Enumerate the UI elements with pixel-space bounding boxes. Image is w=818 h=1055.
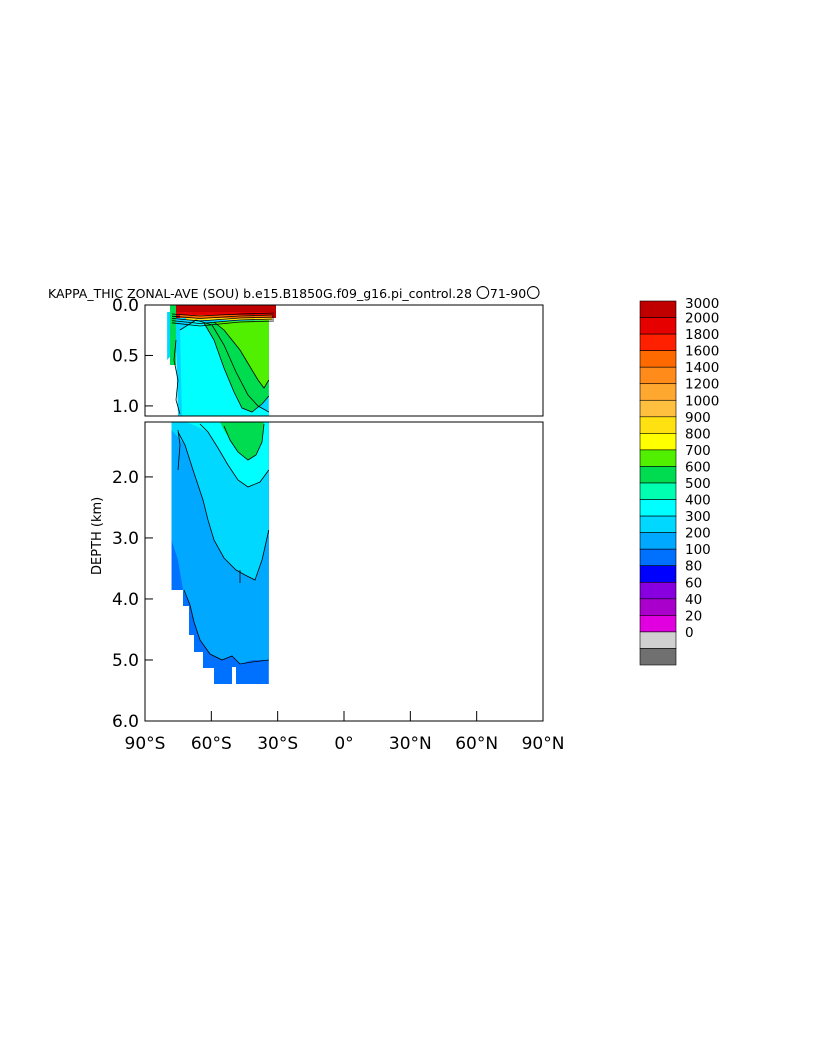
colorbar-swatch — [639, 449, 677, 467]
chart-title: KAPPA_THIC ZONAL-AVE (SOU) b.e15.B1850G.… — [48, 286, 540, 302]
contour-surface — [171, 320, 275, 327]
contour-300 — [177, 431, 270, 581]
colorbar-label: 400 — [685, 493, 711, 509]
colorbar-label: 900 — [685, 410, 711, 426]
x-tick-label: 60°S — [191, 734, 232, 754]
colorbar-label: 1800 — [685, 327, 719, 343]
colorbar-swatch — [639, 631, 677, 649]
colorbar-swatch — [639, 466, 677, 484]
colorbar-label: 500 — [685, 476, 711, 492]
contour-500-low — [223, 423, 265, 461]
colorbar-swatch — [639, 499, 677, 517]
colorbar-label: 1000 — [685, 393, 719, 409]
colorbar-label: 200 — [685, 526, 711, 542]
colorbar-label: 40 — [685, 592, 702, 608]
contour-lines — [171, 312, 275, 665]
y-tick-label: 0.0 — [112, 296, 139, 316]
colorbar-swatch — [639, 433, 677, 451]
x-tick-label: 60°N — [455, 734, 498, 754]
colorbar-swatch — [639, 581, 677, 600]
y-tick-label: 1.0 — [112, 397, 139, 417]
colorbar-label: 700 — [685, 443, 711, 459]
colorbar-label: 600 — [685, 459, 711, 475]
contour-600 — [203, 322, 270, 413]
colorbar-swatch — [639, 350, 677, 368]
colorbar-swatch — [639, 399, 677, 418]
colorbar-label: 1400 — [685, 360, 719, 376]
axis-ticks: 90°S 60°S 30°S 0° 30°N 60°N 90°N 0.0 0.5 1.0 2.0 3.… — [112, 296, 564, 754]
colorbar-label: 2000 — [685, 311, 719, 327]
field-fills — [167, 305, 276, 684]
y-tick-label: 4.0 — [112, 590, 139, 610]
colorbar-label: 100 — [685, 542, 711, 558]
contour-edge — [177, 429, 181, 471]
colorbar-label: 3000 — [685, 296, 719, 312]
contour-surface — [171, 318, 275, 324]
region-green-upper — [214, 320, 269, 388]
contour-edge-upper — [173, 339, 181, 415]
colorbar-label: 20 — [685, 608, 702, 624]
colorbar-swatch — [639, 648, 677, 666]
colorbar-label: 1200 — [685, 377, 719, 393]
contour-700 — [213, 321, 270, 389]
upper-panel-frame — [144, 304, 544, 417]
contour-400 — [199, 423, 270, 488]
contour-surface — [171, 314, 275, 319]
y-tick-label: 2.0 — [112, 468, 139, 488]
contour-surface — [171, 312, 275, 317]
colorbar-swatch — [639, 615, 677, 633]
colorbar-swatch — [639, 598, 677, 616]
contour-200 — [183, 589, 269, 665]
colorbar-swatch — [639, 366, 677, 385]
colorbar-swatch — [639, 317, 677, 335]
colorbar: 3000200018001600140012001000900800700600… — [639, 296, 719, 666]
x-tick-label: 30°S — [257, 734, 298, 754]
contour-surface — [171, 316, 275, 322]
colorbar-swatch — [639, 532, 677, 550]
y-tick-label: 6.0 — [112, 712, 139, 732]
x-tick-label: 0° — [334, 734, 353, 754]
x-tick-label: 90°N — [522, 734, 565, 754]
y-axis-label: DEPTH (km) — [90, 497, 105, 575]
colorbar-swatch — [639, 300, 677, 318]
region-green-lower — [220, 422, 264, 460]
colorbar-swatch — [639, 515, 677, 533]
colorbar-label: 300 — [685, 509, 711, 525]
colorbar-swatch — [639, 383, 677, 401]
y-tick-label: 5.0 — [112, 651, 139, 671]
colorbar-label: 0 — [685, 625, 694, 641]
region-edge-green — [170, 305, 176, 365]
colorbar-label: 1600 — [685, 344, 719, 360]
y-tick-label: 0.5 — [112, 346, 139, 366]
colorbar-swatch — [639, 548, 677, 567]
colorbar-label: 800 — [685, 426, 711, 442]
x-tick-label: 30°N — [389, 734, 432, 754]
colorbar-label: 60 — [685, 575, 702, 591]
colorbar-swatch — [639, 333, 677, 351]
x-tick-label: 90°S — [125, 734, 166, 754]
colorbar-swatch — [639, 482, 677, 500]
colorbar-label: 80 — [685, 559, 702, 575]
colorbar-swatch — [639, 416, 677, 434]
colorbar-swatch — [639, 565, 677, 583]
y-tick-label: 3.0 — [112, 529, 139, 549]
